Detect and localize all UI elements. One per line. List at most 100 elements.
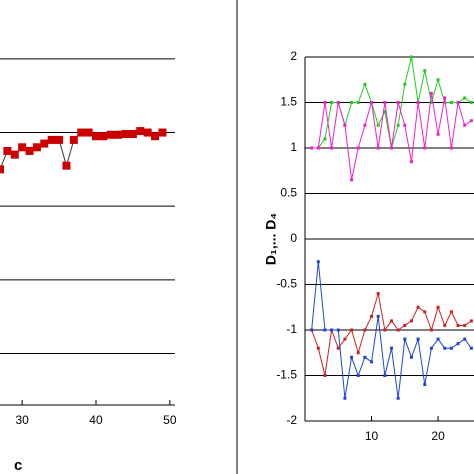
marker: [416, 305, 420, 309]
marker: [350, 178, 354, 182]
marker: [158, 128, 167, 137]
y-tick-label: -0.5: [276, 277, 297, 291]
marker: [416, 101, 420, 104]
marker: [409, 355, 413, 359]
marker: [463, 123, 467, 127]
marker: [396, 328, 400, 332]
marker: [316, 346, 320, 350]
marker: [128, 130, 137, 139]
marker: [91, 132, 100, 141]
marker: [10, 150, 19, 159]
y-tick-label: 1.5: [280, 95, 297, 109]
marker: [449, 310, 453, 314]
x-tick-label: 30: [15, 413, 29, 427]
x-axis-title: c: [14, 457, 22, 474]
marker: [55, 135, 64, 144]
marker: [436, 337, 440, 341]
marker: [376, 123, 380, 127]
marker: [449, 101, 453, 104]
marker: [383, 110, 387, 114]
x-tick-label: 10: [365, 429, 379, 443]
marker: [389, 346, 393, 350]
marker: [350, 328, 354, 332]
y-tick-label: 2: [290, 49, 297, 63]
marker: [62, 161, 71, 170]
marker: [363, 355, 367, 359]
marker: [429, 346, 433, 350]
marker: [463, 337, 467, 341]
marker: [330, 328, 334, 332]
marker: [40, 139, 49, 148]
marker: [18, 143, 27, 152]
marker: [25, 146, 34, 155]
marker: [343, 396, 347, 400]
marker: [403, 82, 407, 86]
marker: [436, 78, 440, 82]
marker: [383, 101, 387, 104]
series-line: [311, 293, 472, 376]
marker: [436, 305, 440, 309]
marker: [436, 132, 440, 136]
marker: [396, 123, 400, 127]
marker: [456, 323, 460, 327]
marker: [403, 323, 407, 327]
marker: [423, 146, 427, 150]
marker: [310, 328, 314, 332]
marker: [409, 160, 413, 164]
marker: [316, 260, 320, 264]
marker: [443, 346, 447, 350]
y-tick-label: -1: [286, 322, 297, 336]
marker: [370, 314, 374, 318]
marker: [343, 337, 347, 341]
marker: [323, 328, 327, 332]
marker: [370, 101, 374, 104]
marker: [114, 130, 123, 139]
marker: [389, 146, 393, 150]
marker: [350, 101, 354, 104]
marker: [370, 360, 374, 364]
y-tick-label: -2: [286, 413, 297, 427]
marker: [409, 55, 413, 59]
marker: [403, 337, 407, 341]
marker: [463, 96, 467, 100]
marker: [456, 342, 460, 346]
marker: [47, 135, 56, 144]
marker: [330, 146, 334, 150]
marker: [423, 310, 427, 314]
marker: [469, 119, 473, 123]
marker: [336, 346, 340, 350]
y-axis-title: D₁,... D₄: [263, 213, 279, 265]
marker: [383, 328, 387, 332]
marker: [463, 323, 467, 327]
marker: [416, 337, 420, 341]
marker: [151, 132, 160, 141]
y-tick-label: -1.5: [276, 368, 297, 382]
marker: [121, 130, 130, 139]
marker: [136, 127, 145, 136]
marker: [356, 101, 360, 104]
marker: [0, 165, 4, 174]
marker: [3, 146, 12, 155]
y-tick-label: 1: [290, 140, 297, 154]
x-tick-label: 40: [89, 413, 103, 427]
marker: [443, 101, 447, 104]
marker: [32, 143, 41, 152]
marker: [396, 396, 400, 400]
marker: [449, 146, 453, 150]
marker: [376, 146, 380, 150]
marker: [330, 101, 334, 104]
marker: [343, 123, 347, 127]
marker: [376, 292, 380, 296]
marker: [356, 146, 360, 150]
marker: [350, 355, 354, 359]
marker: [409, 319, 413, 323]
marker: [403, 123, 407, 127]
series-line: [311, 93, 472, 180]
marker: [469, 346, 473, 350]
marker: [469, 319, 473, 323]
marker: [336, 328, 340, 332]
marker: [449, 346, 453, 350]
marker: [429, 91, 433, 95]
marker: [429, 101, 433, 104]
